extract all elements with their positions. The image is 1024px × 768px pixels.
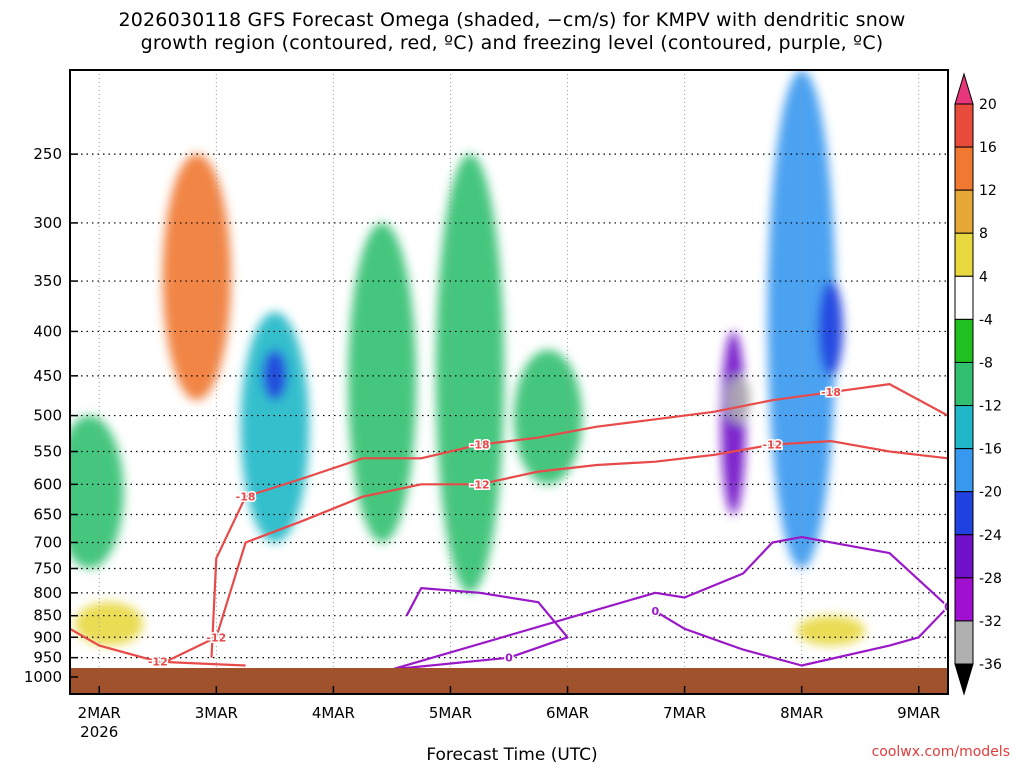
x-tick-label-7MAR: 7MAR: [663, 704, 706, 722]
omega-region-10: [162, 154, 231, 401]
contour-label-0-1: -18: [470, 439, 490, 452]
colorbar-label-10: -24: [979, 528, 1002, 544]
pressure-axis: 250 300 350 400 450 500 550 600 650 700 750 800 850 9…: [24, 145, 78, 686]
colorbar-label-4: 4: [979, 269, 988, 285]
contour-label-1-2: -12: [762, 439, 782, 452]
credit-link[interactable]: coolwx.com/models: [871, 744, 1010, 760]
colorbar-segment-9: [954, 448, 974, 493]
colorbar-label-0: 20: [979, 97, 997, 113]
y-tick-label-600: 600: [33, 475, 62, 493]
x-tick-sublabel-2MAR: 2026: [80, 723, 118, 741]
colorbar-bottom-arrow: [954, 663, 974, 696]
chart-title-line1: 2026030118 GFS Forecast Omega (shaded, −…: [118, 9, 906, 31]
omega-region-6: [721, 331, 746, 515]
y-tick-label-300: 300: [33, 214, 62, 232]
contour-0: [210, 383, 948, 658]
contour-2: [70, 627, 246, 667]
y-tick-label-800: 800: [33, 584, 62, 602]
y-tick-label-450: 450: [33, 367, 62, 385]
contour-label-1-0: -12: [206, 631, 226, 644]
x-axis-label: Forecast Time (UTC): [426, 745, 598, 765]
x-tick-label-5MAR: 5MAR: [429, 704, 472, 722]
colorbar-label-1: 16: [979, 140, 997, 156]
colorbar-label-8: -16: [979, 442, 1002, 458]
colorbar-label-2: 12: [979, 183, 997, 199]
colorbar-segment-6: [954, 318, 974, 363]
y-tick-label-550: 550: [33, 443, 62, 461]
omega-shading: [70, 70, 866, 646]
y-tick-label-850: 850: [33, 607, 62, 625]
colorbar-segment-13: [954, 620, 974, 665]
omega-region-7: [726, 375, 751, 424]
colorbar-segment-12: [954, 577, 974, 622]
y-tick-label-350: 350: [33, 272, 62, 290]
omega-region-5: [513, 349, 583, 485]
omega-region-4: [435, 154, 505, 593]
colorbar: 20 16 12 8 4 -4 -8 -12 -16 -20 -24 -28 -32 -36: [954, 72, 1002, 696]
y-tick-label-650: 650: [33, 506, 62, 524]
contour-label-2-0: -12: [148, 656, 168, 669]
contour-1: [157, 440, 948, 667]
colorbar-segment-11: [954, 534, 974, 579]
y-tick-label-500: 500: [33, 407, 62, 425]
contour-lines: -18 -18 -18 -12 -12 -12 -12 0 0 0: [70, 383, 952, 671]
x-tick-label-3MAR: 3MAR: [195, 704, 238, 722]
colorbar-segment-5: [954, 275, 974, 320]
terrain-ground: [70, 668, 948, 694]
y-tick-label-900: 900: [33, 628, 62, 646]
colorbar-label-12: -32: [979, 614, 1002, 630]
colorbar-segment-2: [954, 146, 974, 191]
y-tick-label-400: 400: [33, 322, 62, 340]
y-tick-label-950: 950: [33, 649, 62, 667]
x-tick-label-6MAR: 6MAR: [546, 704, 589, 722]
x-tick-label-9MAR: 9MAR: [897, 704, 940, 722]
contour-3: [390, 536, 948, 671]
colorbar-segment-3: [954, 189, 974, 234]
colorbar-segment-1: [954, 103, 974, 148]
contour-label-3-1: 0: [944, 601, 952, 614]
colorbar-label-11: -28: [979, 571, 1002, 587]
colorbar-label-6: -8: [979, 355, 993, 371]
contour-label-0-0: -18: [236, 491, 256, 504]
y-tick-label-250: 250: [33, 145, 62, 163]
omega-region-11: [74, 602, 144, 646]
contour-label-1-1: -12: [470, 478, 490, 491]
omega-region-9: [818, 281, 844, 376]
contour-label-3-0: 0: [505, 652, 513, 665]
colorbar-label-5: -4: [979, 312, 993, 328]
colorbar-segment-10: [954, 491, 974, 536]
x-tick-label-4MAR: 4MAR: [312, 704, 355, 722]
colorbar-label-3: 8: [979, 226, 988, 242]
contour-label-3-2: 0: [652, 605, 660, 618]
omega-region-1: [240, 312, 310, 543]
omega-region-2: [262, 349, 288, 401]
colorbar-segment-8: [954, 405, 974, 450]
omega-region-12: [796, 615, 866, 646]
omega-region-3: [348, 222, 417, 543]
colorbar-label-9: -20: [979, 485, 1002, 501]
grid-lines: [70, 70, 948, 694]
omega-region-0: [70, 415, 124, 569]
chart-title-line2: growth region (contoured, red, ºC) and f…: [140, 32, 884, 54]
x-tick-label-8MAR: 8MAR: [780, 704, 823, 722]
colorbar-segment-7: [954, 361, 974, 407]
x-tick-label-2MAR: 2MAR: [78, 704, 121, 722]
plot-area: -18 -18 -18 -12 -12 -12 -12 0 0 0: [69, 69, 952, 695]
y-tick-label-700: 700: [33, 533, 62, 551]
y-tick-label-1000: 1000: [24, 668, 62, 686]
colorbar-label-7: -12: [979, 399, 1002, 415]
colorbar-top-arrow: [954, 72, 974, 105]
y-tick-label-750: 750: [33, 560, 62, 578]
contour-label-0-2: -18: [821, 386, 841, 399]
colorbar-segment-4: [954, 232, 974, 277]
colorbar-label-13: -36: [979, 657, 1002, 673]
plot-frame: [69, 69, 949, 695]
